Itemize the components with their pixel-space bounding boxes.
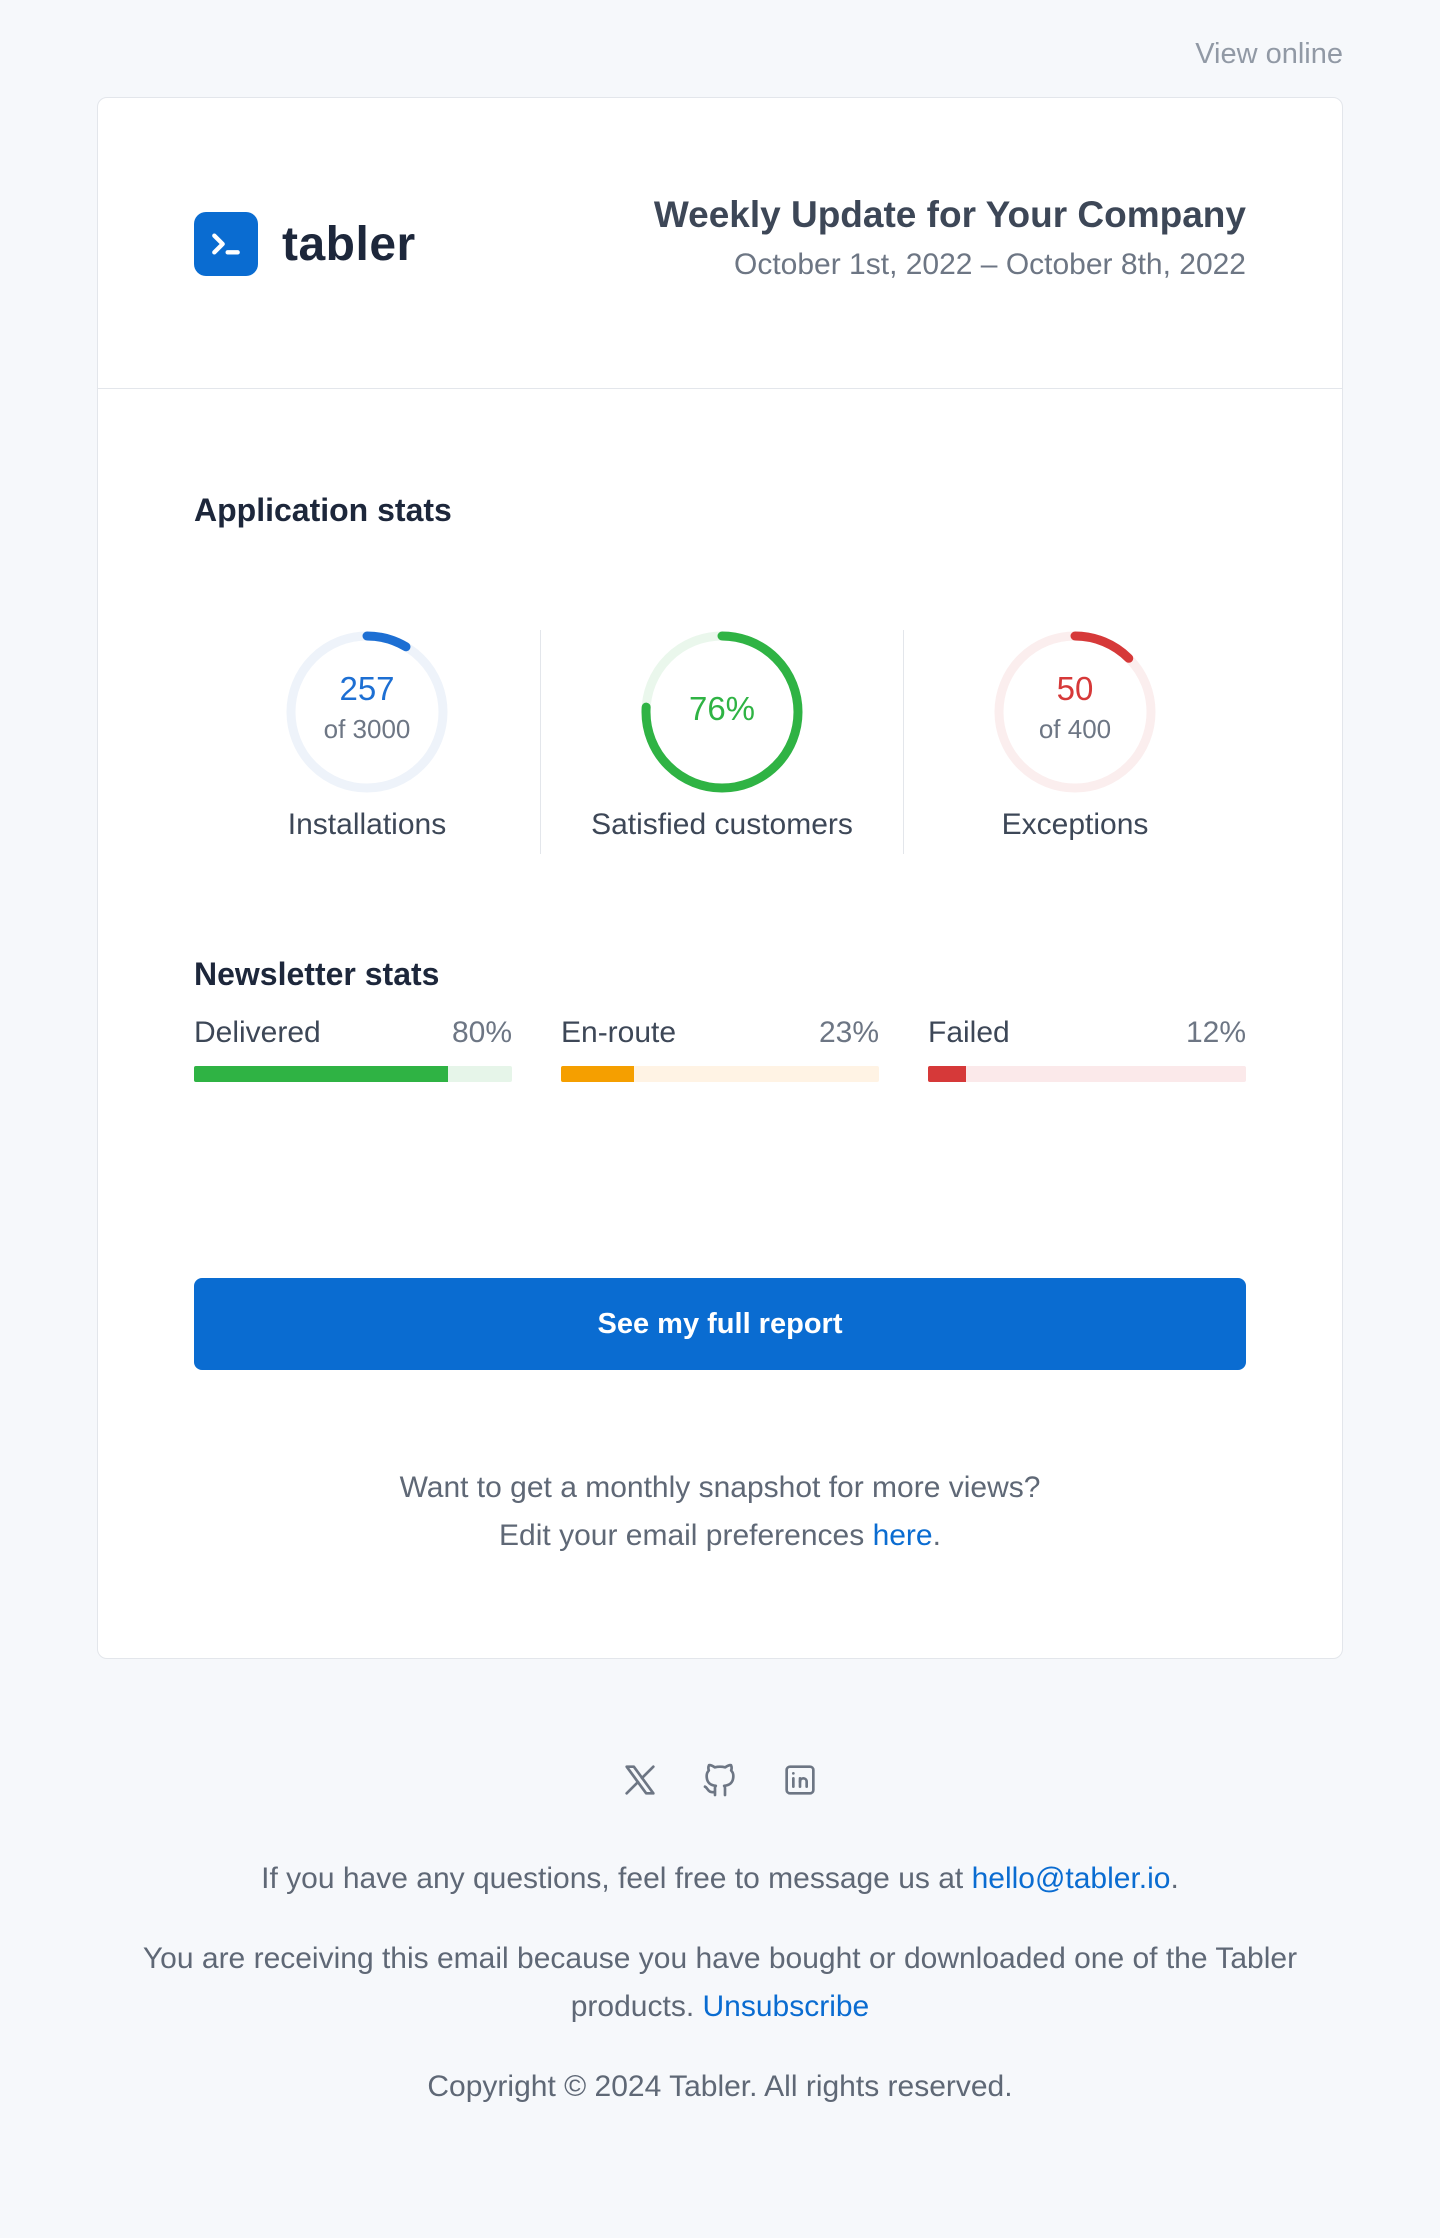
stat-label: En-route [561,1016,677,1049]
contact-email-link[interactable]: hello@tabler.io [971,1862,1171,1895]
gauge-ring [641,631,803,793]
newsletter-stats: Delivered 80% En-route 23% Failed 12% [194,1016,1246,1082]
date-range: October 1st, 2022 – October 8th, 2022 [734,248,1246,281]
progress-bar [928,1066,1246,1082]
stat-label: Delivered [194,1016,321,1049]
progress-bar [194,1066,512,1082]
gauge-total: of 400 [1038,714,1112,744]
progress-bar [561,1066,879,1082]
terminal-icon [194,212,258,276]
application-stats-title: Application stats [194,492,452,528]
social-links [97,1757,1343,1803]
gauge-value: 257 [339,670,395,707]
header-text: Weekly Update for Your Company October 1… [654,194,1246,282]
gauge-satisfied-customers: 76% Satisfied customers [541,630,903,854]
gauge-label: Installations [287,808,447,841]
gauge-exceptions: 50 of 400 Exceptions [904,630,1246,854]
email-title: Weekly Update for Your Company [653,194,1246,235]
gauge-label: Satisfied customers [591,808,853,841]
email-card: tabler Weekly Update for Your Company Oc… [97,97,1343,1659]
gauge-ring [994,631,1156,793]
stat-percent: 23% [818,1016,879,1049]
copyright: Copyright © 2024 Tabler. All rights rese… [427,2070,1013,2103]
stat-en-route: En-route 23% [561,1016,879,1082]
contact-prefix: If you have any questions, feel free to … [261,1862,972,1895]
note-line: Want to get a monthly snapshot for more … [399,1471,1041,1504]
logo-text: tabler [282,217,416,271]
gauge-installations: 257 of 3000 Installations [194,630,540,854]
newsletter-stats-title: Newsletter stats [194,956,440,992]
stat-failed: Failed 12% [928,1016,1246,1082]
stat-percent: 12% [1185,1016,1246,1049]
progress-fill [561,1066,635,1082]
email-header: tabler Weekly Update for Your Company Oc… [98,98,1342,389]
receiving-text: You are receiving this email because you… [97,1935,1343,2031]
unsubscribe-link[interactable]: Unsubscribe [702,1990,870,2023]
linkedin-icon[interactable] [777,1757,823,1803]
receiving-prefix: You are receiving this email because you… [142,1942,1298,2023]
logo[interactable]: tabler [194,212,416,276]
full-report-button[interactable]: See my full report [194,1278,1246,1370]
stat-label: Failed [928,1016,1010,1049]
progress-fill [194,1066,449,1082]
stat-delivered: Delivered 80% [194,1016,512,1082]
gauge-label: Exceptions [1001,808,1149,841]
application-stats: 257 of 3000 Installations 76% Satisfied … [194,630,1246,854]
progress-fill [928,1066,967,1082]
gauge-value: 50 [1056,670,1094,707]
divider [903,630,904,854]
note-text: Edit your email preferences [499,1519,873,1552]
github-icon[interactable] [697,1757,743,1803]
gauge-value: 76% [688,690,756,727]
stat-percent: 80% [451,1016,512,1049]
preferences-note: Want to get a monthly snapshot for more … [98,1464,1342,1560]
preferences-link[interactable]: here [872,1519,933,1552]
note-line: Edit your email preferences here. [98,1512,1342,1560]
contact-text: If you have any questions, feel free to … [97,1855,1343,1903]
x-icon[interactable] [617,1757,663,1803]
gauge-total: of 3000 [323,714,411,744]
gauge-ring [286,631,448,793]
email-container: View online tabler Weekly Update for You… [97,0,1343,2111]
note-text: . [932,1519,941,1552]
view-online-link[interactable]: View online [1195,38,1343,70]
divider [540,630,541,854]
contact-suffix: . [1170,1862,1179,1895]
